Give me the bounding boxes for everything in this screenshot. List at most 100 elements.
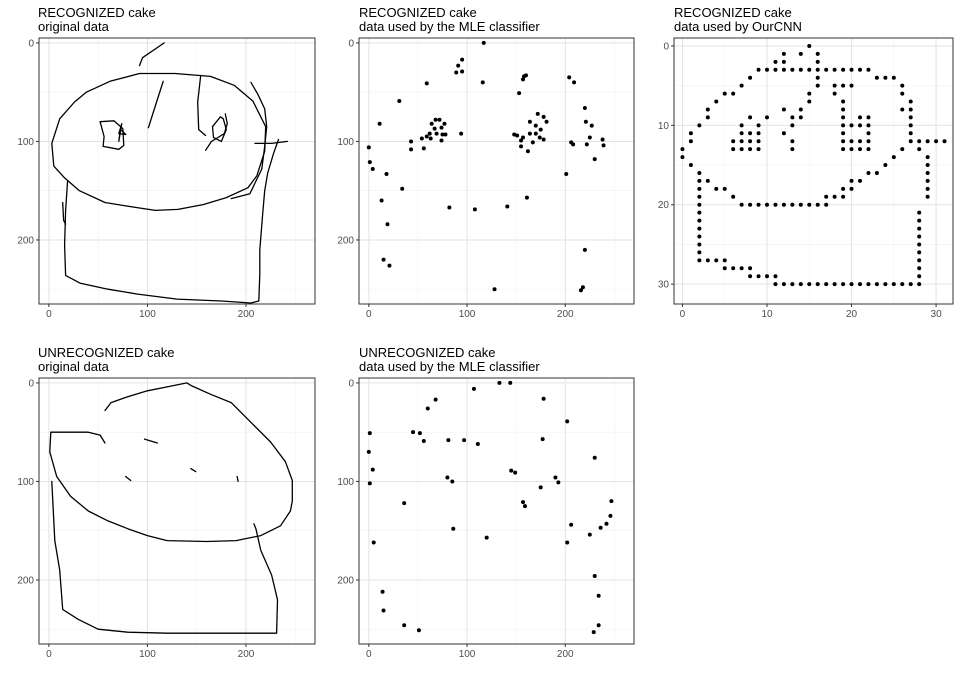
data-point <box>790 139 795 144</box>
data-point <box>565 419 570 424</box>
data-point <box>815 83 820 88</box>
data-point <box>773 282 778 287</box>
data-point <box>439 138 444 143</box>
data-point <box>756 131 761 136</box>
data-point <box>866 147 871 152</box>
panel-title-line2: data used by OurCNN <box>674 19 802 34</box>
x-tick-label: 20 <box>846 309 858 320</box>
data-point <box>380 589 385 594</box>
data-point <box>739 139 744 144</box>
data-point <box>917 266 922 271</box>
y-tick-label: 30 <box>658 280 670 291</box>
plot-background <box>39 38 315 304</box>
data-point <box>739 202 744 207</box>
data-point <box>815 67 820 72</box>
plot-frame <box>358 37 635 305</box>
data-point <box>790 147 795 152</box>
data-point <box>596 623 601 628</box>
data-point <box>866 123 871 128</box>
data-point <box>866 170 871 175</box>
data-point <box>541 137 546 142</box>
data-point <box>917 250 922 255</box>
data-point <box>858 178 862 183</box>
data-point <box>600 137 605 142</box>
data-point <box>866 139 871 144</box>
data-point <box>367 431 372 436</box>
data-point <box>900 107 905 112</box>
data-point <box>773 202 778 207</box>
data-point <box>456 63 461 68</box>
data-point <box>908 282 913 287</box>
data-point <box>421 439 426 444</box>
data-point <box>807 43 812 48</box>
data-point <box>841 123 846 128</box>
data-point <box>385 222 390 227</box>
panel-title-line2: original data <box>38 359 109 374</box>
data-point <box>440 132 445 137</box>
data-point <box>402 501 407 506</box>
y-tick-label: 20 <box>658 200 670 211</box>
data-point <box>874 75 879 80</box>
data-point <box>942 139 947 144</box>
data-point <box>447 205 452 210</box>
data-point <box>601 143 606 148</box>
data-point <box>513 470 518 475</box>
data-point <box>538 127 543 132</box>
data-point <box>524 195 529 200</box>
data-point <box>472 207 477 212</box>
y-tick-label: 0 <box>348 38 354 49</box>
data-point <box>475 442 480 447</box>
data-point <box>697 170 702 175</box>
drawing-stroke <box>230 81 268 200</box>
data-point <box>587 532 592 537</box>
data-point <box>739 131 744 136</box>
data-point <box>417 431 422 436</box>
data-point <box>841 115 846 120</box>
data-point <box>832 282 837 287</box>
data-point <box>841 107 846 112</box>
data-point <box>446 438 451 443</box>
panel-recognized-original: RECOGNIZED cake original data 0 100 200 0 10… <box>0 0 316 330</box>
drawing-stroke <box>147 80 164 129</box>
data-point <box>866 131 871 136</box>
plot-recognized-original: 0 100 200 0 100 200 <box>17 37 316 320</box>
data-point <box>925 155 930 160</box>
data-point <box>596 593 601 598</box>
data-point <box>807 67 812 72</box>
y-tick-label: 0 <box>663 41 669 52</box>
data-point <box>849 123 854 128</box>
data-point <box>522 504 527 509</box>
drawing-stroke <box>254 140 289 145</box>
plot-recognized-mle: 0 100 200 0 100 200 <box>337 37 635 320</box>
data-point <box>705 178 710 183</box>
data-point <box>824 282 829 287</box>
data-point <box>874 282 879 287</box>
drawing-stroke <box>125 475 132 482</box>
data-point <box>917 218 922 223</box>
data-point <box>567 75 572 80</box>
x-tick-label: 30 <box>931 309 943 320</box>
data-point <box>370 167 375 172</box>
data-point <box>917 274 922 279</box>
data-point <box>540 437 545 442</box>
plot-recognized-ourcnn: 0 10 20 30 0 10 20 30 <box>658 37 954 320</box>
panel-title-line1: RECOGNIZED cake <box>38 5 156 20</box>
data-point <box>841 186 846 191</box>
data-point <box>849 178 854 183</box>
data-point <box>537 135 542 140</box>
data-point <box>512 132 517 137</box>
data-point <box>841 131 846 136</box>
x-tick-label: 10 <box>761 309 773 320</box>
data-point <box>900 91 905 96</box>
data-point <box>366 449 371 454</box>
data-point <box>824 67 829 72</box>
data-point <box>731 91 736 96</box>
data-point <box>409 139 414 144</box>
data-point <box>832 91 837 96</box>
data-point <box>765 274 769 279</box>
data-point <box>917 210 922 215</box>
drawing-stroke <box>118 123 127 143</box>
data-point <box>756 202 761 207</box>
data-point <box>891 282 896 287</box>
data-point <box>925 186 930 191</box>
